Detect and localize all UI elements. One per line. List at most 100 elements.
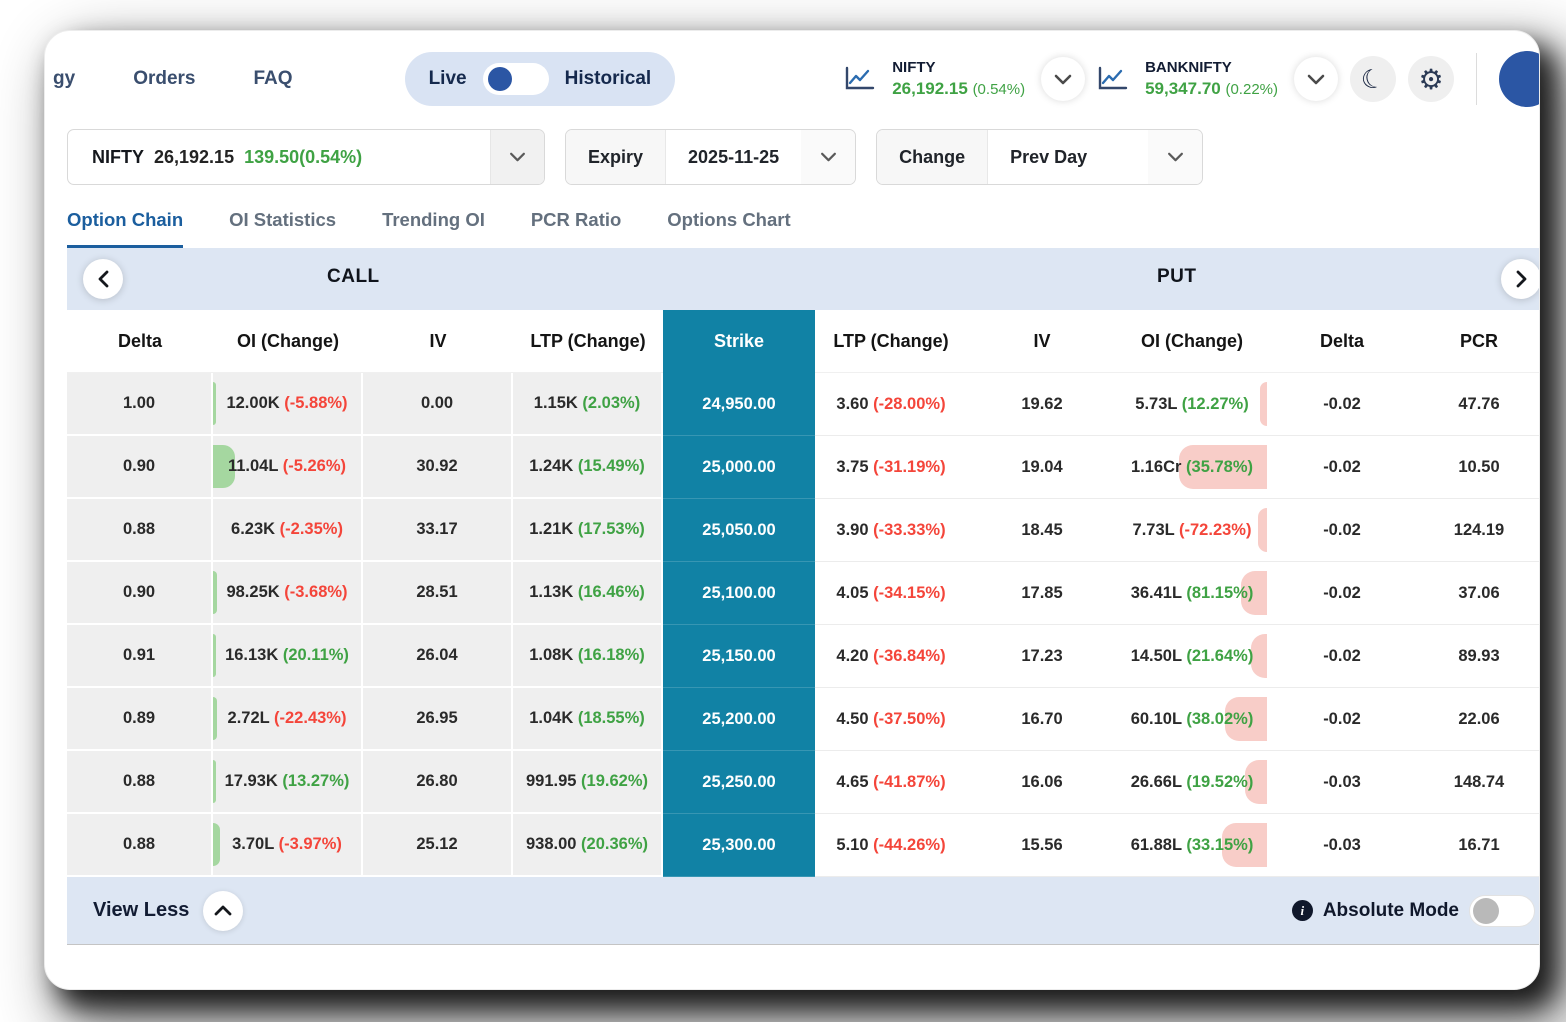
tab-trending-oi[interactable]: Trending OI	[382, 209, 485, 230]
call-iv-cell: 0.00	[363, 373, 513, 436]
table-header-row: Delta OI (Change) IV LTP (Change) Strike…	[67, 310, 1539, 373]
put-pcr-cell: 148.74	[1417, 751, 1539, 814]
put-oi-value: 36.41L (81.15%)	[1131, 584, 1254, 603]
call-oi-number: 3.70L	[232, 835, 275, 853]
strike-value: 25,050.00	[702, 520, 776, 539]
put-oi-bar	[1258, 508, 1267, 552]
symbol-select[interactable]: NIFTY 26,192.15 139.50(0.54%)	[67, 129, 545, 185]
put-ltp-number: 3.60	[836, 394, 869, 413]
tab-pcr-ratio[interactable]: PCR Ratio	[530, 209, 622, 230]
put-ltp-change: (-28.00%)	[873, 394, 946, 413]
scroll-left-button[interactable]	[83, 259, 123, 299]
strike-value: 25,150.00	[702, 646, 776, 665]
put-ltp-change: (-31.19%)	[873, 457, 946, 476]
put-ltp-value: 4.50 (-37.50%)	[836, 710, 945, 729]
call-oi-value: 6.23K (-2.35%)	[231, 520, 343, 539]
put-pcr-cell: 16.71	[1417, 814, 1539, 877]
moon-icon: ☾	[1357, 61, 1388, 96]
nav-item-faq[interactable]: FAQ	[253, 68, 293, 89]
put-ltp-number: 3.75	[836, 457, 869, 476]
symbol-change: 139.50(0.54%)	[244, 146, 363, 167]
put-ltp-number: 5.10	[836, 835, 869, 854]
strike-cell[interactable]: 25,050.00	[663, 499, 815, 562]
put-ltp-change: (-36.84%)	[873, 646, 946, 665]
header-put-ltp: LTP (Change)	[815, 310, 967, 373]
call-oi-value: 16.13K (20.11%)	[225, 646, 349, 665]
absolute-mode-toggle[interactable]	[1469, 894, 1535, 927]
put-delta-value: -0.02	[1323, 583, 1361, 602]
put-iv-value: 17.23	[1021, 646, 1063, 665]
dark-mode-button[interactable]: ☾	[1350, 56, 1396, 102]
tab-option-chain[interactable]: Option Chain	[67, 209, 184, 248]
strike-cell[interactable]: 24,950.00	[663, 373, 815, 436]
chevron-down-icon	[820, 152, 836, 162]
strike-cell[interactable]: 25,300.00	[663, 814, 815, 877]
put-ltp-change: (-33.33%)	[873, 520, 946, 539]
nav-item-strategy[interactable]: gy	[53, 68, 76, 89]
strike-value: 25,300.00	[702, 835, 776, 854]
call-ltp-value: 1.15K (2.03%)	[534, 394, 640, 413]
call-oi-bar	[213, 571, 217, 614]
settings-button[interactable]: ⚙	[1408, 56, 1454, 102]
view-less-button[interactable]	[203, 890, 244, 931]
put-delta-value: -0.03	[1323, 835, 1361, 854]
call-oi-change: (-3.97%)	[278, 835, 342, 853]
live-historical-toggle[interactable]: Live Historical	[404, 52, 676, 106]
call-oi-number: 98.25K	[226, 583, 280, 601]
change-mode-select[interactable]: Change Prev Day	[876, 129, 1204, 185]
put-delta-cell: -0.02	[1267, 436, 1417, 499]
header-put-delta: Delta	[1267, 310, 1417, 373]
chevron-down-icon	[510, 152, 525, 162]
strike-value: 24,950.00	[702, 394, 776, 413]
app-window: gy Orders FAQ Live Historical NIFTY 26,1…	[44, 30, 1540, 990]
nifty-price-number: 26,192.15	[892, 78, 968, 98]
option-chain-row: 0.88 6.23K (-2.35%) 33.17 1.21K (17.53%)…	[67, 499, 1539, 562]
chevron-down-icon	[1054, 74, 1072, 84]
header-put-pcr: PCR	[1417, 310, 1539, 373]
option-chain-row: 0.90 11.04L (-5.26%) 30.92 1.24K (15.49%…	[67, 436, 1539, 499]
user-avatar[interactable]	[1499, 51, 1539, 107]
put-oi-bar	[1245, 760, 1267, 804]
put-oi-number: 14.50L	[1130, 646, 1182, 665]
banknifty-dropdown-button[interactable]	[1294, 57, 1338, 101]
put-pcr-value: 22.06	[1458, 709, 1500, 728]
put-oi-cell: 7.73L (-72.23%)	[1117, 499, 1267, 562]
put-iv-value: 16.06	[1021, 772, 1063, 791]
strike-cell[interactable]: 25,200.00	[663, 688, 815, 751]
expiry-select[interactable]: Expiry 2025-11-25	[565, 129, 857, 185]
option-chain-table: Delta OI (Change) IV LTP (Change) Strike…	[67, 310, 1539, 877]
tab-oi-statistics[interactable]: OI Statistics	[229, 209, 337, 230]
put-oi-cell: 60.10L (38.02%)	[1117, 688, 1267, 751]
symbol-price: 26,192.15	[154, 146, 235, 167]
strike-cell[interactable]: 25,250.00	[663, 751, 815, 814]
call-iv-value: 33.17	[416, 520, 458, 538]
call-ltp-value: 1.21K (17.53%)	[529, 520, 645, 539]
nifty-dropdown-button[interactable]	[1041, 57, 1086, 101]
put-oi-change: (33.15%)	[1186, 835, 1254, 854]
call-ltp-cell: 1.24K (15.49%)	[513, 436, 663, 499]
call-delta-cell: 0.88	[67, 814, 213, 877]
live-label: Live	[428, 68, 467, 89]
strike-cell[interactable]: 25,150.00	[663, 625, 815, 688]
call-oi-cell: 16.13K (20.11%)	[213, 625, 363, 688]
call-ltp-change: (18.55%)	[577, 709, 645, 727]
put-ltp-number: 3.90	[836, 520, 869, 539]
call-oi-bar	[213, 445, 235, 488]
nav-item-orders[interactable]: Orders	[133, 68, 196, 89]
put-oi-value: 14.50L (21.64%)	[1131, 647, 1254, 666]
call-ltp-cell: 938.00 (20.36%)	[513, 814, 663, 877]
put-ltp-value: 3.75 (-31.19%)	[836, 458, 945, 477]
put-ltp-change: (-34.15%)	[873, 583, 946, 602]
strike-cell[interactable]: 25,100.00	[663, 562, 815, 625]
put-iv-cell: 17.85	[967, 562, 1117, 625]
line-chart-icon	[844, 65, 876, 93]
mode-switch[interactable]	[482, 63, 549, 95]
strike-cell[interactable]: 25,000.00	[663, 436, 815, 499]
put-ltp-value: 3.90 (-33.33%)	[836, 521, 945, 540]
tab-options-chart[interactable]: Options Chart	[667, 209, 791, 230]
put-ltp-cell: 3.60 (-28.00%)	[815, 373, 967, 436]
call-iv-value: 28.51	[416, 583, 458, 601]
call-oi-change: (13.27%)	[282, 772, 350, 790]
gear-icon: ⚙	[1418, 63, 1444, 95]
scroll-right-button[interactable]	[1501, 259, 1539, 299]
